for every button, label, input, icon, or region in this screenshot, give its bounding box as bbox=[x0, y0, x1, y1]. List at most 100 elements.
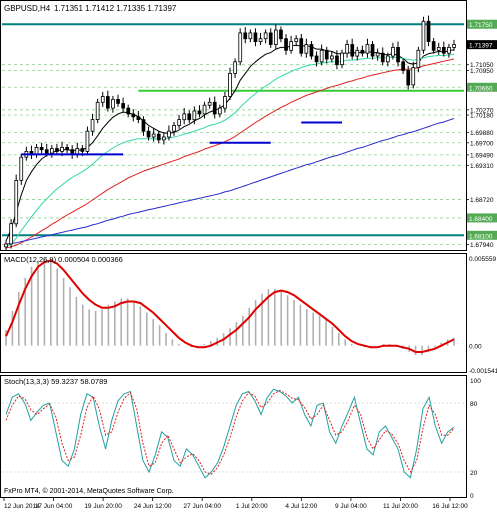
candle-body bbox=[375, 52, 380, 57]
candle-body bbox=[355, 49, 360, 57]
stoch-axis-label: 20 bbox=[470, 470, 478, 477]
price-axis-label: 1.67940 bbox=[470, 242, 494, 249]
candle-body bbox=[289, 41, 294, 51]
candle-body bbox=[447, 47, 451, 54]
candle-body bbox=[365, 44, 370, 54]
candle-body bbox=[141, 119, 146, 132]
time-axis-label: 1 Jul 20:00 bbox=[236, 503, 268, 510]
moving-average-line bbox=[5, 58, 455, 249]
symbol-timeframe: GBPUSD,H4 bbox=[4, 4, 51, 13]
macd-axis-label: 0.005559 bbox=[469, 256, 496, 263]
macd-axis-label: -0.001541 bbox=[469, 368, 497, 375]
candle-body bbox=[192, 110, 197, 121]
time-axis-label: 17 Jun 04:00 bbox=[35, 503, 73, 510]
candle-body bbox=[65, 146, 69, 151]
candle-body bbox=[50, 148, 54, 154]
candle-body bbox=[391, 47, 395, 57]
time-axis-label: 24 Jun 12:00 bbox=[134, 503, 172, 510]
candle-body bbox=[146, 130, 151, 138]
candle-body bbox=[335, 55, 339, 66]
candle-body bbox=[136, 116, 141, 120]
candle-body bbox=[426, 20, 431, 42]
candle-body bbox=[436, 47, 441, 51]
macd-axis-label: 0.00 bbox=[469, 344, 482, 351]
candle-body bbox=[212, 101, 217, 115]
level-price-label: 1.70660 bbox=[469, 85, 493, 92]
candle-body bbox=[233, 61, 237, 74]
level-price-tag bbox=[467, 213, 497, 223]
time-axis-label: 16 Jul 12:00 bbox=[432, 503, 468, 510]
candle-body bbox=[39, 146, 44, 151]
candle-body bbox=[55, 148, 59, 152]
candle-body bbox=[182, 113, 187, 121]
candle-body bbox=[284, 38, 288, 51]
candle-body bbox=[350, 44, 355, 57]
price-axis-label: 1.70270 bbox=[470, 107, 494, 114]
candle-body bbox=[167, 130, 171, 138]
candle-body bbox=[258, 38, 263, 43]
price-panel bbox=[2, 15, 464, 251]
candle-body bbox=[273, 29, 278, 45]
stoch-title: Stoch(13,3,3) 59.3237 58.0789 bbox=[4, 377, 107, 386]
candle-body bbox=[228, 73, 232, 97]
candle-body bbox=[95, 101, 100, 121]
candle-body bbox=[172, 125, 176, 132]
current-price-tag bbox=[467, 40, 497, 50]
price-axis-label: 1.69880 bbox=[470, 130, 494, 137]
level-price-label: 1.71750 bbox=[469, 22, 493, 29]
candle-body bbox=[248, 32, 253, 40]
stoch-axis-label: 100 bbox=[470, 378, 481, 385]
stoch-axis-label: 0 bbox=[470, 493, 474, 500]
candle-body bbox=[401, 61, 406, 71]
level-price-tag bbox=[467, 230, 497, 240]
time-axis-label: 27 Jun 04:00 bbox=[183, 503, 221, 510]
candle-body bbox=[116, 99, 120, 104]
candle-body bbox=[34, 146, 39, 155]
candle-body bbox=[60, 146, 64, 152]
candle-body bbox=[411, 67, 416, 86]
candle-body bbox=[385, 55, 390, 63]
candle-body bbox=[314, 55, 319, 63]
time-axis-label: 9 Jul 04:00 bbox=[335, 503, 367, 510]
candle-body bbox=[121, 103, 125, 109]
price-axis-label: 1.71050 bbox=[470, 62, 494, 69]
candle-body bbox=[299, 38, 304, 54]
candle-body bbox=[4, 243, 8, 248]
candle-body bbox=[207, 101, 212, 106]
stoch-axis-label: 80 bbox=[470, 401, 478, 408]
candle-body bbox=[19, 156, 24, 181]
candle-body bbox=[217, 107, 222, 115]
candle-body bbox=[345, 44, 350, 54]
candle-body bbox=[9, 223, 13, 245]
price-axis-label: 1.69310 bbox=[470, 163, 494, 170]
stoch-panel-frame bbox=[0, 375, 467, 498]
level-price-tag bbox=[467, 19, 497, 29]
candle-body bbox=[319, 49, 324, 63]
candle-body bbox=[202, 104, 207, 115]
price-axis-label: 1.69490 bbox=[470, 152, 494, 159]
stoch-panel bbox=[2, 388, 464, 479]
candle-body bbox=[304, 44, 309, 54]
ohlc-readout: 1.71351 1.71412 1.71335 1.71397 bbox=[54, 4, 177, 13]
macd-panel bbox=[5, 258, 455, 356]
candle-body bbox=[406, 70, 411, 86]
candle-body bbox=[396, 47, 400, 63]
candle-body bbox=[268, 32, 273, 45]
candle-body bbox=[243, 32, 248, 40]
level-price-label: 1.68100 bbox=[469, 233, 493, 240]
candle-body bbox=[197, 110, 202, 115]
candle-body bbox=[177, 119, 181, 126]
moving-average-line bbox=[5, 118, 455, 245]
candle-body bbox=[126, 107, 131, 115]
candle-body bbox=[238, 32, 243, 63]
candle-body bbox=[85, 130, 90, 152]
candle-body bbox=[151, 133, 156, 138]
price-axis-label: 1.68720 bbox=[470, 197, 494, 204]
stoch-main-line bbox=[5, 388, 455, 479]
price-axis-label: 1.70180 bbox=[470, 113, 494, 120]
time-axis-label: 19 Jun 20:00 bbox=[84, 503, 122, 510]
candle-body bbox=[441, 47, 446, 54]
candle-body bbox=[90, 119, 95, 132]
